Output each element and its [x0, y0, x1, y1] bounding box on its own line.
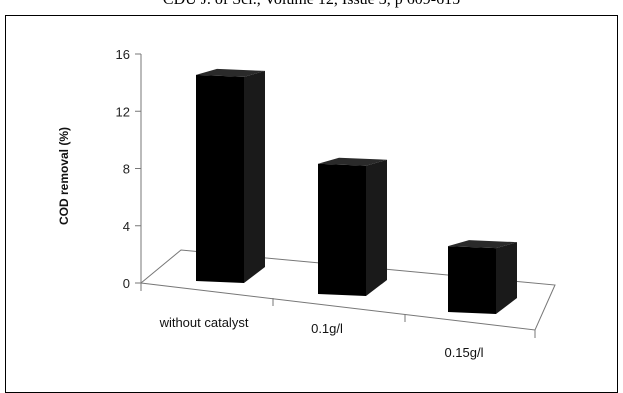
category-label: without catalyst — [159, 315, 249, 330]
y-tick-label: 4 — [123, 219, 130, 234]
bars — [196, 68, 517, 314]
y-ticks: 0 4 8 12 16 — [116, 47, 141, 291]
y-tick-label: 16 — [116, 47, 130, 62]
floor-plane — [139, 249, 556, 331]
bar-front-face — [448, 246, 496, 314]
bar-top-face — [318, 157, 387, 166]
running-header: CDU J. of Sci., Volume 12, Issue 3, p 60… — [0, 0, 623, 9]
category-label: 0.1g/l — [311, 321, 343, 336]
bar-front-face — [318, 163, 366, 296]
bar-top-face — [448, 240, 517, 249]
y-axis-label: COD removal (%) — [57, 127, 71, 225]
bar — [448, 240, 517, 314]
category-label: 0.15g/l — [444, 345, 483, 360]
bar-front-face — [196, 74, 244, 284]
y-tick-label: 12 — [116, 104, 130, 119]
bar — [196, 68, 265, 284]
bar-top-face — [196, 68, 265, 77]
bar-side-face — [496, 242, 517, 314]
y-tick-label: 0 — [123, 276, 130, 291]
bar — [318, 157, 387, 296]
chart-frame — [5, 15, 618, 393]
chart-svg: 0 4 8 12 16 COD removal (%) without catalyst… — [57, 47, 556, 360]
y-tick-label: 8 — [123, 162, 130, 177]
bar-side-face — [244, 70, 265, 284]
bar-side-face — [366, 159, 387, 296]
